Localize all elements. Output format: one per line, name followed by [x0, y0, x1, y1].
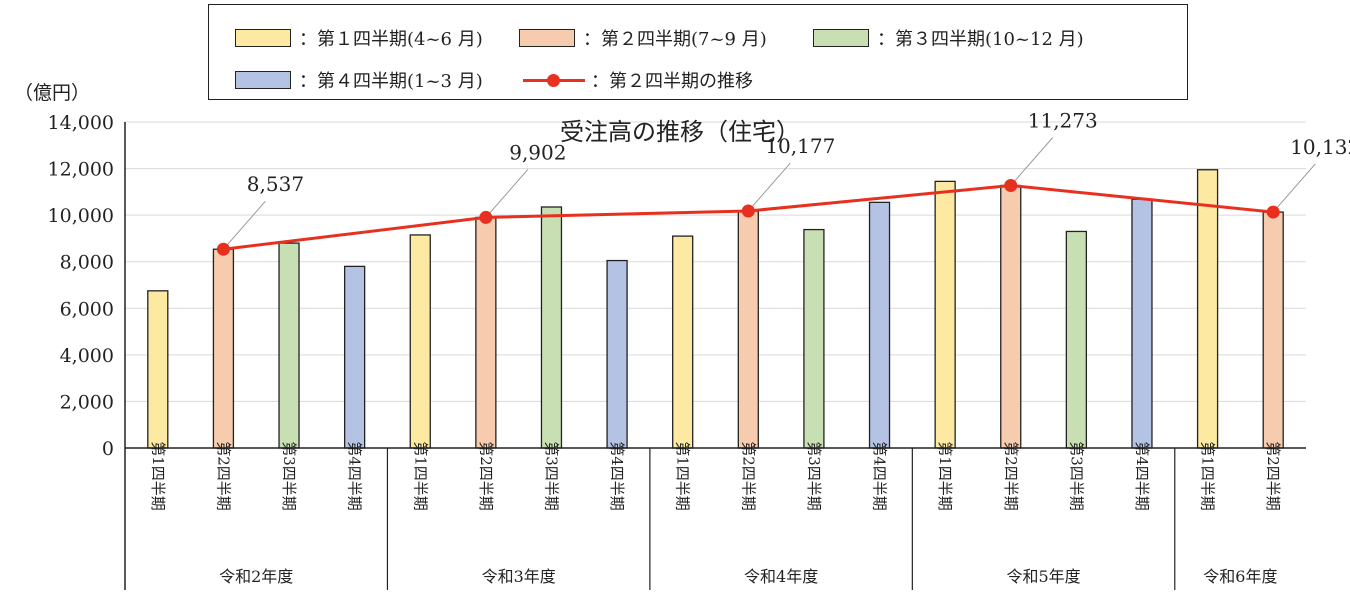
- x-tick-label: 第3四半期: [280, 441, 298, 511]
- legend-label-trend: ：第２四半期の推移: [591, 71, 753, 92]
- legend-item-trend: ：第２四半期の推移: [523, 67, 753, 93]
- group-label: 令和2年度: [219, 567, 293, 586]
- bar: [1196, 169, 1219, 449]
- x-tick-label: 第2四半期: [214, 441, 232, 511]
- legend-swatch-q3: [813, 29, 869, 47]
- trend-point: [1004, 179, 1018, 193]
- legend-label-q3: ：第３四半期(10~12 月): [877, 29, 1084, 50]
- bar: [1131, 198, 1153, 449]
- y-tick-label: 8,000: [60, 252, 114, 274]
- bar: [1065, 230, 1088, 449]
- x-tick-label: 第1四半期: [149, 441, 167, 511]
- data-label: 10,177: [765, 134, 835, 158]
- axes: 0 2,000 4,000 6,000 8,000 10,000 12,000 14,000 第…: [48, 112, 1306, 590]
- bar: [737, 210, 759, 449]
- x-tick-label: 第4四半期: [871, 441, 889, 511]
- trend-line: 8,537 9,902 10,177 11,273 10,132: [216, 109, 1350, 256]
- x-tick-label: 第4四半期: [1133, 441, 1151, 511]
- group-label: 令和6年度: [1203, 567, 1277, 586]
- data-label-leader: [1010, 137, 1054, 186]
- legend-swatch-q4: [235, 71, 291, 89]
- legend-item-q2: ：第２四半期(7~9 月): [519, 25, 767, 51]
- y-tick-label: 14,000: [48, 112, 114, 134]
- data-label: 9,902: [509, 140, 566, 164]
- x-tick-label: 第1四半期: [674, 441, 692, 511]
- bar: [1000, 184, 1022, 449]
- bar: [803, 228, 825, 449]
- x-tick-label: 第2四半期: [739, 441, 757, 511]
- bar: [475, 216, 497, 449]
- bar: [1262, 211, 1284, 449]
- data-label-leader: [223, 200, 266, 250]
- legend-swatch-q2: [519, 29, 575, 47]
- x-tick-label: 第3四半期: [542, 441, 560, 511]
- group-label: 令和5年度: [1006, 567, 1080, 586]
- x-tick-label: 第2四半期: [477, 441, 495, 511]
- x-tick-label: 第3四半期: [1067, 441, 1085, 511]
- data-label-leader: [485, 169, 529, 218]
- chart-title: 受注高の推移（住宅）: [560, 118, 800, 146]
- group-label: 令和4年度: [744, 567, 818, 586]
- trend-point: [741, 204, 755, 218]
- legend-label-q4: ：第４四半期(1~3 月): [299, 71, 483, 92]
- trend-point: [216, 242, 230, 256]
- x-tick-label: 第2四半期: [1264, 441, 1282, 511]
- legend-line-marker: [523, 71, 585, 89]
- bar: [672, 235, 694, 449]
- data-label: 11,273: [1028, 109, 1098, 133]
- y-tick-label: 10,000: [48, 205, 114, 227]
- bar: [147, 290, 169, 449]
- bar: [343, 265, 366, 449]
- x-tick-label: 第4四半期: [346, 441, 364, 511]
- y-tick-label: 2,000: [60, 391, 114, 413]
- legend-swatch-q1: [235, 29, 291, 47]
- y-tick-label: 4,000: [60, 345, 114, 367]
- bar: [934, 180, 956, 449]
- legend-item-q4: ：第４四半期(1~3 月): [235, 67, 483, 93]
- legend-label-q1: ：第１四半期(4~6 月): [299, 29, 483, 50]
- bar: [212, 248, 235, 449]
- trend-point: [1266, 205, 1280, 219]
- x-tick-label: 第3四半期: [805, 441, 823, 511]
- legend: ：第１四半期(4~6 月) ：第２四半期(7~9 月) ：第３四半期(10~12…: [208, 4, 1188, 100]
- bar: [606, 259, 628, 449]
- trend-point: [479, 210, 493, 224]
- x-tick-label: 第1四半期: [1199, 441, 1217, 511]
- x-tick-label: 第4四半期: [608, 441, 626, 511]
- data-label: 10,132: [1290, 135, 1350, 159]
- unit-label: （億円）: [14, 82, 90, 104]
- x-tick-label: 第1四半期: [936, 441, 954, 511]
- bar: [278, 242, 300, 449]
- data-label-leader: [1272, 163, 1316, 213]
- bar: [540, 206, 563, 449]
- data-label-leader: [747, 162, 791, 212]
- x-tick-label: 第2四半期: [1002, 441, 1020, 511]
- bar: [409, 234, 431, 449]
- legend-label-q2: ：第２四半期(7~9 月): [583, 29, 767, 50]
- legend-item-q1: ：第１四半期(4~6 月): [235, 25, 483, 51]
- group-label: 令和3年度: [482, 567, 556, 586]
- y-tick-label: 12,000: [48, 159, 114, 181]
- data-label: 8,537: [247, 172, 304, 196]
- bar: [868, 201, 891, 449]
- grid-lines: [125, 121, 1306, 402]
- y-tick-label: 0: [102, 438, 114, 460]
- legend-item-q3: ：第３四半期(10~12 月): [813, 25, 1084, 51]
- y-tick-label: 6,000: [60, 298, 114, 320]
- x-tick-label: 第1四半期: [411, 441, 429, 511]
- bars: [147, 169, 1284, 449]
